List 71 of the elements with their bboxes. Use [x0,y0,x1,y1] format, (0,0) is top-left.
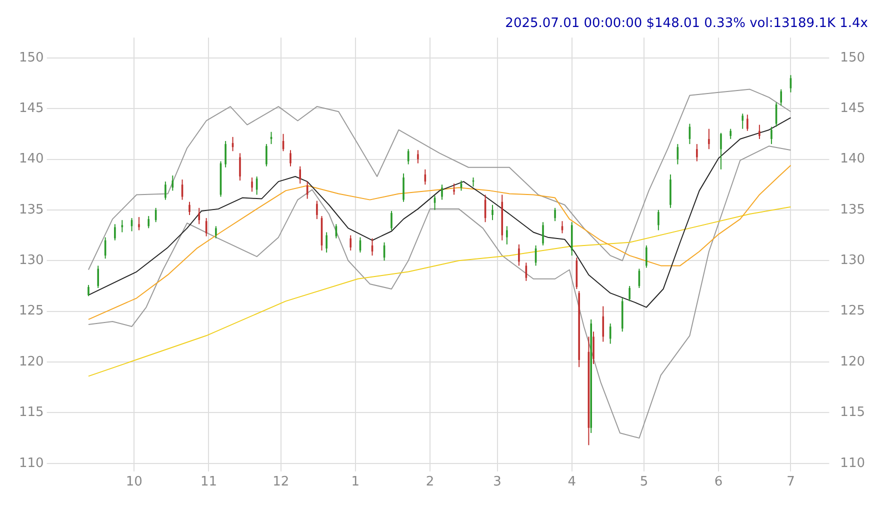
x-tick-label: 6 [714,474,723,490]
x-tick-label: 2 [426,474,434,490]
candlestick [758,124,760,140]
y-tick-label: 110 [18,456,44,471]
candlestick [730,128,732,140]
y-tick-label: 115 [18,405,44,420]
x-tick-label: 10 [126,474,142,490]
y2-tick-label: 135 [840,202,866,218]
candlestick [390,210,392,231]
y2-tick-label: 110 [840,456,866,471]
candlestick [188,201,190,216]
candlestick [316,200,318,220]
candlestick [326,232,328,254]
chart-title: 2025.07.01 00:00:00 $148.01 0.33% vol:13189.1K 1.4x [505,16,868,32]
candlestick [646,244,648,268]
y2-tick-label: 120 [840,354,866,370]
x-tick-label: 5 [640,474,648,490]
candlestick [708,128,710,150]
candlestick [720,132,722,170]
candlestick [350,234,352,251]
candlestick [746,114,748,132]
candlestick [453,183,455,196]
candlestick [417,150,419,164]
y-tick-label: 140 [18,152,44,167]
y2-tick-label: 140 [840,152,866,167]
candlestick [299,166,302,184]
candlestick [266,144,268,167]
y-tick-label: 145 [18,100,44,116]
candlestick [542,222,544,246]
candlestick [164,181,166,200]
x-tick-label: 7 [786,474,795,490]
candlestick [628,285,630,302]
x-tick-label: 12 [272,474,290,490]
y-tick-label: 120 [18,354,44,370]
y-tick-label: 135 [18,202,44,218]
candlestick [770,126,772,145]
x-tick-label: 1 [351,474,360,490]
y2-tick-label: 115 [840,405,866,420]
candlestick [224,140,226,168]
candlestick [88,284,90,297]
candlestick [592,331,594,365]
candlestick [290,150,292,167]
candlestick [441,184,443,200]
candlestick [138,216,140,231]
candlestick [780,88,782,106]
candlestick [402,172,404,202]
candlestick [554,207,556,222]
y2-tick-label: 125 [840,304,866,319]
candlestick [148,216,150,229]
candlestick [251,177,253,192]
candlestick [742,113,744,130]
candlestick [506,226,508,245]
y-tick-label: 125 [18,304,44,319]
candlestick [97,265,99,289]
candlestick [114,224,116,241]
candlestick [492,204,494,221]
candlestick [215,226,217,239]
x-tick-label: 3 [493,474,502,490]
candlestick [696,144,698,162]
x-tick-label: 11 [200,474,217,490]
y2-tick-label: 150 [840,50,866,66]
y-tick-label: 150 [18,50,44,66]
candlestick [658,209,660,231]
candlestick [239,152,241,182]
x-tick-label: 4 [568,474,576,490]
y-tick-label: 130 [18,253,44,268]
y2-tick-label: 130 [840,253,866,268]
candlestick [602,306,604,342]
candlestick [518,244,520,266]
candlestick [198,207,200,225]
y2-tick-label: 145 [840,100,866,116]
